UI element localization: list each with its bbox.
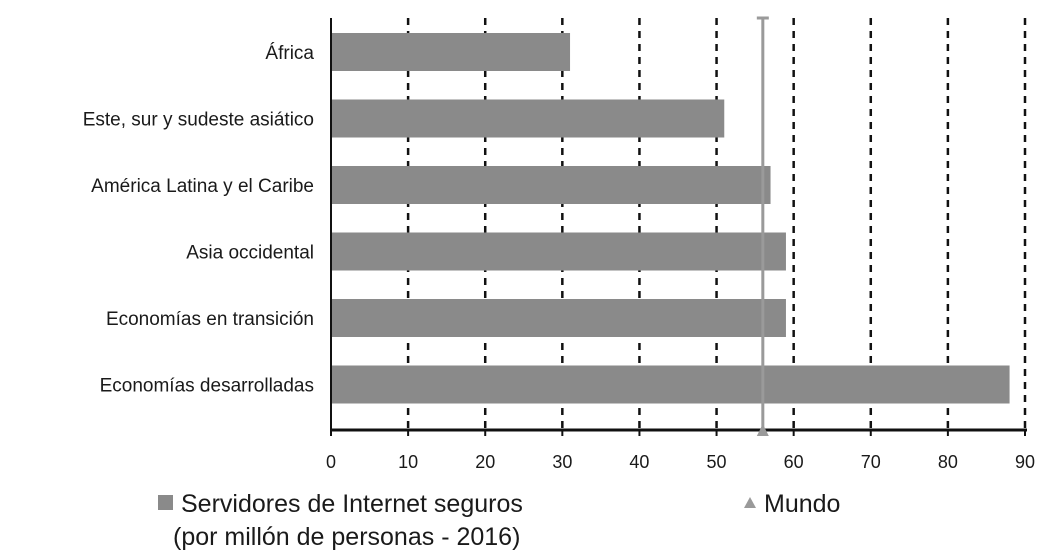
legend-world: Mundo bbox=[744, 488, 840, 521]
bar-1 bbox=[331, 99, 725, 138]
category-label-3: Asia occidental bbox=[186, 243, 314, 264]
tick-label-70: 70 bbox=[861, 452, 881, 472]
category-label-5: Economías desarrolladas bbox=[100, 376, 314, 397]
category-label-0: África bbox=[265, 43, 314, 64]
category-label-1: Este, sur y sudeste asiático bbox=[83, 110, 314, 131]
bar-2 bbox=[331, 166, 771, 204]
bar-3 bbox=[331, 232, 786, 271]
world-marker-icon bbox=[756, 424, 769, 436]
category-label-2: América Latina y el Caribe bbox=[91, 176, 314, 197]
bar-chart: África Este, sur y sudeste asiático Améric… bbox=[83, 16, 1035, 472]
category-label-4: Economías en transición bbox=[106, 309, 314, 330]
legend-series-label-line2: (por millón de personas - 2016) bbox=[173, 523, 521, 551]
legend-world-label: Mundo bbox=[764, 490, 841, 518]
bar-4 bbox=[331, 299, 786, 337]
tick-label-40: 40 bbox=[629, 452, 649, 472]
axes bbox=[330, 18, 1027, 436]
bars bbox=[331, 33, 1010, 404]
tick-label-10: 10 bbox=[398, 452, 418, 472]
category-labels: África Este, sur y sudeste asiático Améric… bbox=[83, 43, 315, 397]
tick-label-30: 30 bbox=[552, 452, 572, 472]
tick-label-20: 20 bbox=[475, 452, 495, 472]
tick-label-80: 80 bbox=[938, 452, 958, 472]
tick-label-50: 50 bbox=[707, 452, 727, 472]
bar-5 bbox=[331, 365, 1010, 404]
tick-label-0: 0 bbox=[326, 452, 336, 472]
gridlines bbox=[406, 18, 1027, 430]
tick-label-60: 60 bbox=[784, 452, 804, 472]
bar-0 bbox=[331, 33, 571, 71]
world-reference bbox=[756, 16, 769, 436]
tick-labels: 0 10 20 30 40 50 60 70 80 90 bbox=[326, 452, 1035, 472]
legend-series-label-line1: Servidores de Internet seguros bbox=[181, 490, 523, 518]
legend-series-swatch bbox=[158, 495, 173, 510]
triangle-icon bbox=[744, 497, 756, 508]
tick-label-90: 90 bbox=[1015, 452, 1035, 472]
legend-series: Servidores de Internet seguros (por mill… bbox=[158, 488, 523, 554]
